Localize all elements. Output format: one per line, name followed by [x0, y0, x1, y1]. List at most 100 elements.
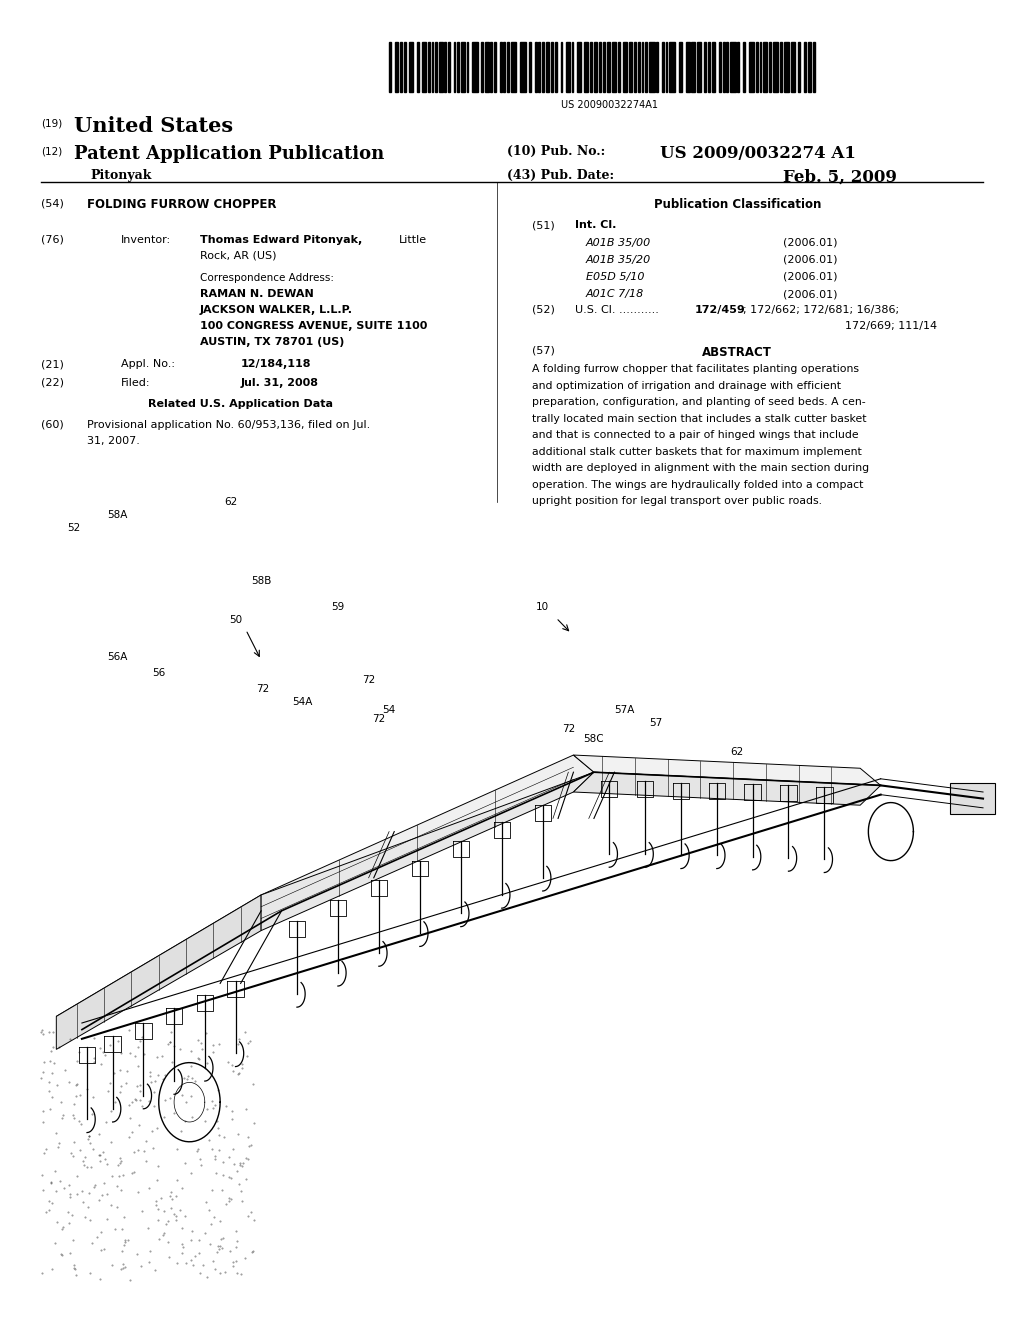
Bar [461, 42, 465, 92]
Bar [606, 42, 610, 92]
Text: 100 CONGRESS AVENUE, SUITE 1100: 100 CONGRESS AVENUE, SUITE 1100 [200, 321, 427, 331]
Bar [555, 42, 557, 92]
Text: US 20090032274A1: US 20090032274A1 [561, 100, 657, 111]
Text: US 2009/0032274 A1: US 2009/0032274 A1 [660, 145, 856, 162]
Text: (19): (19) [41, 119, 62, 129]
Bar [394, 42, 398, 92]
Text: (43) Pub. Date:: (43) Pub. Date: [507, 169, 614, 182]
Bar [772, 42, 778, 92]
Text: (22): (22) [41, 378, 63, 388]
Bar [813, 42, 815, 92]
Text: and that is connected to a pair of hinged wings that include: and that is connected to a pair of hinge… [532, 430, 859, 441]
Bar [560, 42, 562, 92]
FancyBboxPatch shape [950, 783, 995, 814]
Text: FOLDING FURROW CHOPPER: FOLDING FURROW CHOPPER [87, 198, 276, 211]
Bar [783, 42, 790, 92]
Bar [808, 42, 811, 92]
Text: width are deployed in alignment with the main section during: width are deployed in alignment with the… [532, 463, 869, 474]
Bar [719, 42, 721, 92]
Bar [691, 42, 695, 92]
Bar [799, 42, 800, 92]
Bar [617, 42, 620, 92]
Bar [431, 42, 433, 92]
Bar [666, 42, 668, 92]
Bar [649, 42, 654, 92]
Bar [585, 42, 588, 92]
Text: 57: 57 [649, 718, 662, 729]
Text: 72: 72 [562, 723, 574, 734]
Text: (76): (76) [41, 235, 63, 246]
Bar [763, 42, 767, 92]
Text: Thomas Edward Pitonyak,: Thomas Edward Pitonyak, [200, 235, 361, 246]
Text: (2006.01): (2006.01) [783, 272, 838, 282]
Text: trally located main section that includes a stalk cutter basket: trally located main section that include… [532, 413, 867, 424]
Bar [612, 42, 615, 92]
Text: Int. Cl.: Int. Cl. [575, 220, 616, 231]
Bar [756, 42, 758, 92]
Text: 59: 59 [332, 602, 344, 612]
Text: RAMAN N. DEWAN: RAMAN N. DEWAN [200, 289, 313, 300]
Text: Publication Classification: Publication Classification [653, 198, 821, 211]
Text: 172/459: 172/459 [694, 305, 745, 315]
Bar [697, 42, 700, 92]
Text: A01B 35/20: A01B 35/20 [586, 255, 651, 265]
Text: AUSTIN, TX 78701 (US): AUSTIN, TX 78701 (US) [200, 337, 344, 347]
Bar [467, 42, 468, 92]
Text: 58C: 58C [584, 734, 604, 744]
Bar [679, 42, 682, 92]
Bar [546, 42, 550, 92]
Bar [400, 42, 402, 92]
Bar [629, 42, 633, 92]
Bar [791, 42, 795, 92]
Bar [686, 42, 689, 92]
Text: Rock, AR (US): Rock, AR (US) [200, 251, 276, 261]
Text: Filed:: Filed: [121, 378, 151, 388]
Text: 72: 72 [362, 675, 375, 685]
Bar [504, 42, 505, 92]
Bar [760, 42, 762, 92]
Text: ABSTRACT: ABSTRACT [702, 346, 772, 359]
Bar [417, 42, 419, 92]
Bar [444, 42, 446, 92]
Bar [535, 42, 537, 92]
Text: 54: 54 [383, 705, 395, 715]
Bar [624, 42, 627, 92]
Bar [723, 42, 725, 92]
Bar [539, 42, 541, 92]
Bar [670, 42, 675, 92]
Text: A01C 7/18: A01C 7/18 [586, 289, 644, 300]
Bar [485, 42, 488, 92]
Bar [662, 42, 664, 92]
Text: Patent Application Publication: Patent Application Publication [74, 145, 384, 164]
Text: additional stalk cutter baskets that for maximum implement: additional stalk cutter baskets that for… [532, 446, 862, 457]
Bar [500, 42, 502, 92]
Bar [435, 42, 437, 92]
Bar [804, 42, 806, 92]
Text: (60): (60) [41, 420, 63, 430]
Bar [594, 42, 597, 92]
Text: 172/669; 111/14: 172/669; 111/14 [845, 321, 937, 331]
Bar [551, 42, 553, 92]
Text: Correspondence Address:: Correspondence Address: [200, 273, 334, 284]
Bar [571, 42, 573, 92]
Text: (54): (54) [41, 198, 63, 209]
Text: 31, 2007.: 31, 2007. [87, 436, 140, 446]
Text: 57A: 57A [614, 705, 635, 715]
Text: Jul. 31, 2008: Jul. 31, 2008 [241, 378, 318, 388]
Text: 52: 52 [68, 523, 80, 533]
Text: 62: 62 [224, 496, 237, 507]
Bar [712, 42, 716, 92]
Text: 50: 50 [229, 615, 242, 626]
Bar [481, 42, 483, 92]
Bar [726, 42, 728, 92]
Text: (2006.01): (2006.01) [783, 255, 838, 265]
Text: 72: 72 [373, 714, 385, 725]
Bar [454, 42, 456, 92]
Bar [458, 42, 459, 92]
Text: (10) Pub. No.:: (10) Pub. No.: [507, 145, 605, 158]
Bar [743, 42, 744, 92]
Text: Feb. 5, 2009: Feb. 5, 2009 [783, 169, 897, 186]
Text: 10: 10 [537, 602, 549, 612]
Bar [389, 42, 391, 92]
Bar [520, 42, 525, 92]
